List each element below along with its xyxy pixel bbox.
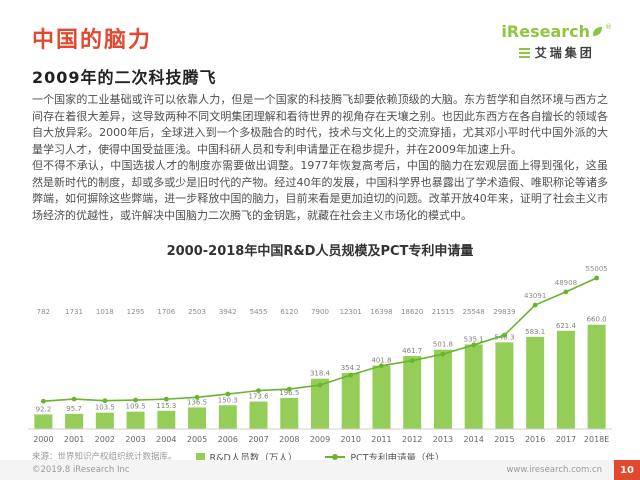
registered-mark: ® [605, 23, 612, 31]
svg-text:621.4: 621.4 [556, 322, 577, 330]
svg-text:95.7: 95.7 [66, 405, 82, 413]
svg-text:5455: 5455 [250, 308, 268, 316]
page-number-tab: 10 [614, 460, 640, 480]
leaf-icon [592, 22, 603, 41]
legend-line-swatch-icon [325, 454, 346, 460]
svg-text:2503: 2503 [188, 308, 206, 316]
legend-item-rd: R&D人员数（万人） [195, 450, 298, 464]
svg-text:782: 782 [37, 308, 50, 316]
svg-text:535.1: 535.1 [464, 335, 484, 343]
svg-text:583.1: 583.1 [525, 328, 545, 336]
logo-bars-icon [518, 47, 530, 58]
svg-text:1731: 1731 [65, 308, 83, 316]
svg-text:461.7: 461.7 [402, 347, 422, 355]
svg-text:21515: 21515 [432, 308, 454, 316]
logo-brand-text: iResearch [501, 22, 590, 41]
legend-pct-label: PCT专利申请量（件） [350, 453, 445, 464]
svg-text:136.5: 136.5 [187, 398, 207, 406]
svg-text:109.5: 109.5 [126, 403, 146, 411]
svg-text:12301: 12301 [340, 308, 362, 316]
svg-text:55005: 55005 [585, 265, 607, 273]
copyright-text: ©2019.8 iResearch Inc [32, 465, 130, 475]
svg-text:3942: 3942 [219, 308, 237, 316]
svg-text:2016: 2016 [525, 435, 545, 444]
svg-text:2015: 2015 [494, 435, 514, 444]
svg-text:25548: 25548 [463, 308, 485, 316]
svg-text:2011: 2011 [371, 435, 391, 444]
chart-title: 2000-2018年中国R&D人员规模及PCT专利申请量 [166, 244, 474, 259]
svg-text:150.3: 150.3 [218, 396, 238, 404]
svg-text:660.0: 660.0 [587, 316, 607, 324]
svg-text:2003: 2003 [125, 435, 145, 444]
svg-text:318.4: 318.4 [310, 370, 331, 378]
svg-text:173.6: 173.6 [249, 393, 270, 401]
svg-text:1018: 1018 [96, 308, 114, 316]
svg-text:18620: 18620 [401, 308, 423, 316]
svg-text:2009: 2009 [310, 435, 330, 444]
body-text: 一个国家的工业基础或许可以依靠人力，但是一个国家的科技腾飞却要依赖顶级的大脑。东… [32, 92, 608, 224]
svg-text:2010: 2010 [341, 435, 361, 444]
svg-text:354.2: 354.2 [341, 364, 361, 372]
svg-text:1295: 1295 [127, 308, 145, 316]
svg-text:2008: 2008 [279, 435, 299, 444]
page-title: 中国的脑力 [32, 28, 153, 53]
svg-text:2014: 2014 [464, 435, 484, 444]
legend-item-pct: PCT专利申请量（件） [325, 450, 445, 464]
svg-text:16398: 16398 [370, 308, 392, 316]
body-paragraph-1: 一个国家的工业基础或许可以依靠人力，但是一个国家的科技腾飞却要依赖顶级的大脑。东… [32, 93, 608, 156]
body-paragraph-2: 但不得不承认，中国选拔人才的制度亦需要做出调整。1977年恢复高考后，中国的脑力… [32, 159, 608, 222]
page-footer: ©2019.8 iResearch Inc www.iresearch.com.… [0, 460, 640, 480]
svg-text:2004: 2004 [156, 435, 176, 444]
legend-rd-label: R&D人员数（万人） [209, 453, 298, 464]
svg-text:196.5: 196.5 [279, 389, 299, 397]
svg-text:401.8: 401.8 [371, 357, 391, 365]
svg-text:115.3: 115.3 [156, 402, 176, 410]
legend-bar-swatch-icon [195, 452, 205, 462]
svg-text:48908: 48908 [555, 279, 577, 287]
website-link[interactable]: www.iresearch.com.cn [506, 465, 602, 475]
svg-text:2006: 2006 [218, 435, 238, 444]
svg-text:6120: 6120 [280, 308, 298, 316]
svg-text:29839: 29839 [493, 308, 515, 316]
svg-text:2012: 2012 [402, 435, 422, 444]
svg-text:2001: 2001 [64, 435, 84, 444]
svg-text:2000: 2000 [33, 435, 53, 444]
svg-text:92.2: 92.2 [36, 405, 52, 413]
source-note: 来源：世界知识产权组织统计数据库。 [32, 452, 177, 462]
chart-legend: R&D人员数（万人） PCT专利申请量（件） [28, 450, 612, 464]
chart-section: 2000-2018年中国R&D人员规模及PCT专利申请量 92.2 95.7 103… [28, 240, 612, 464]
svg-text:2005: 2005 [187, 435, 207, 444]
svg-text:103.5: 103.5 [95, 404, 115, 412]
svg-text:2002: 2002 [95, 435, 115, 444]
svg-text:2018E: 2018E [584, 435, 609, 444]
svg-text:2013: 2013 [433, 435, 453, 444]
iresearch-logo: iResearch ® 艾瑞集团 [501, 22, 612, 61]
svg-text:2007: 2007 [248, 435, 268, 444]
svg-text:2017: 2017 [556, 435, 576, 444]
page-subtitle: 2009年的二次科技腾飞 [32, 68, 217, 87]
svg-text:43091: 43091 [524, 292, 546, 300]
combo-chart: 92.2 95.7 103.5 109.5 115.3 136.5 150.3 173.6 19… [28, 265, 612, 444]
logo-group-text: 艾瑞集团 [534, 46, 595, 60]
page-header: 中国的脑力 2009年的二次科技腾飞 iResearch ® 艾瑞集团 [32, 22, 612, 87]
svg-text:1706: 1706 [157, 308, 175, 316]
svg-text:501.8: 501.8 [433, 341, 453, 349]
svg-text:7900: 7900 [311, 308, 329, 316]
